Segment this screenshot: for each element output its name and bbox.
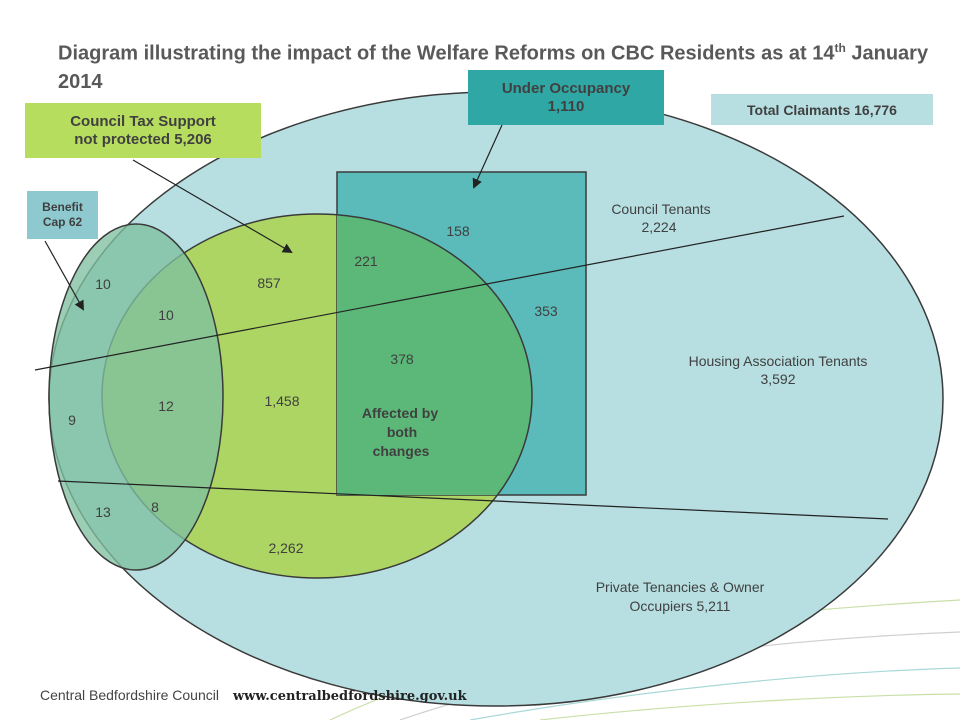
count-cap-ctax-housing: 12	[158, 398, 174, 414]
council-tax-support-callout: Council Tax Support not protected 5,206	[25, 103, 261, 158]
private-tenancies-value: Occupiers 5,211	[630, 598, 731, 614]
footer-url[interactable]: www.centralbedfordshire.gov.uk	[232, 689, 467, 704]
benefit-cap-line-2: Cap 62	[42, 215, 83, 229]
count-cap-private: 13	[95, 504, 111, 520]
total-claimants-text: Total Claimants 16,776	[747, 101, 897, 118]
count-cap-council: 10	[95, 276, 111, 292]
count-ctax-housing: 1,458	[264, 393, 299, 409]
count-both-housing: 378	[390, 351, 414, 367]
affected-both-label-3: changes	[373, 443, 430, 459]
count-cap-ctax-private: 8	[151, 499, 159, 515]
council-tax-arrow	[132, 159, 293, 254]
benefit-cap-ellipse	[48, 223, 224, 571]
count-ctax-private: 2,262	[268, 540, 303, 556]
footer: Central Bedfordshire Council www.centralb…	[40, 687, 467, 704]
footer-org: Central Bedfordshire Council	[40, 687, 219, 703]
count-under-council: 158	[446, 223, 470, 239]
housing-assoc-value: 3,592	[760, 371, 795, 387]
private-tenancies-label: Private Tenancies & Owner	[596, 579, 765, 595]
council-tax-callout-value: not protected 5,206	[74, 130, 212, 148]
affected-both-label-1: Affected by	[362, 405, 438, 421]
tenure-divider-lower	[57, 480, 889, 520]
under-occupancy-callout: Under Occupancy 1,110	[468, 70, 664, 125]
benefit-cap-callout: Benefit Cap 62	[27, 191, 98, 239]
count-both-council: 221	[354, 253, 378, 269]
under-occupancy-arrow	[472, 124, 503, 189]
total-claimants-callout: Total Claimants 16,776	[711, 94, 933, 125]
count-under-housing: 353	[534, 303, 558, 319]
benefit-cap-line-1: Benefit	[42, 200, 83, 214]
under-occupancy-callout-title: Under Occupancy	[501, 79, 631, 97]
council-tax-callout-title: Council Tax Support	[70, 112, 216, 130]
tenure-divider-upper	[34, 215, 845, 371]
benefit-cap-arrow	[44, 240, 84, 311]
housing-assoc-label: Housing Association Tenants	[689, 353, 868, 369]
page-title: Diagram illustrating the impact of the W…	[58, 41, 929, 93]
under-occupancy-callout-value: 1,110	[547, 97, 585, 115]
affected-both-label-2: both	[387, 424, 417, 440]
council-tenants-value: 2,224	[641, 219, 676, 235]
count-cap-housing: 9	[68, 412, 76, 428]
council-tenants-label: Council Tenants	[611, 201, 710, 217]
count-cap-ctax-council: 10	[158, 307, 174, 323]
count-ctax-council: 857	[257, 275, 281, 291]
